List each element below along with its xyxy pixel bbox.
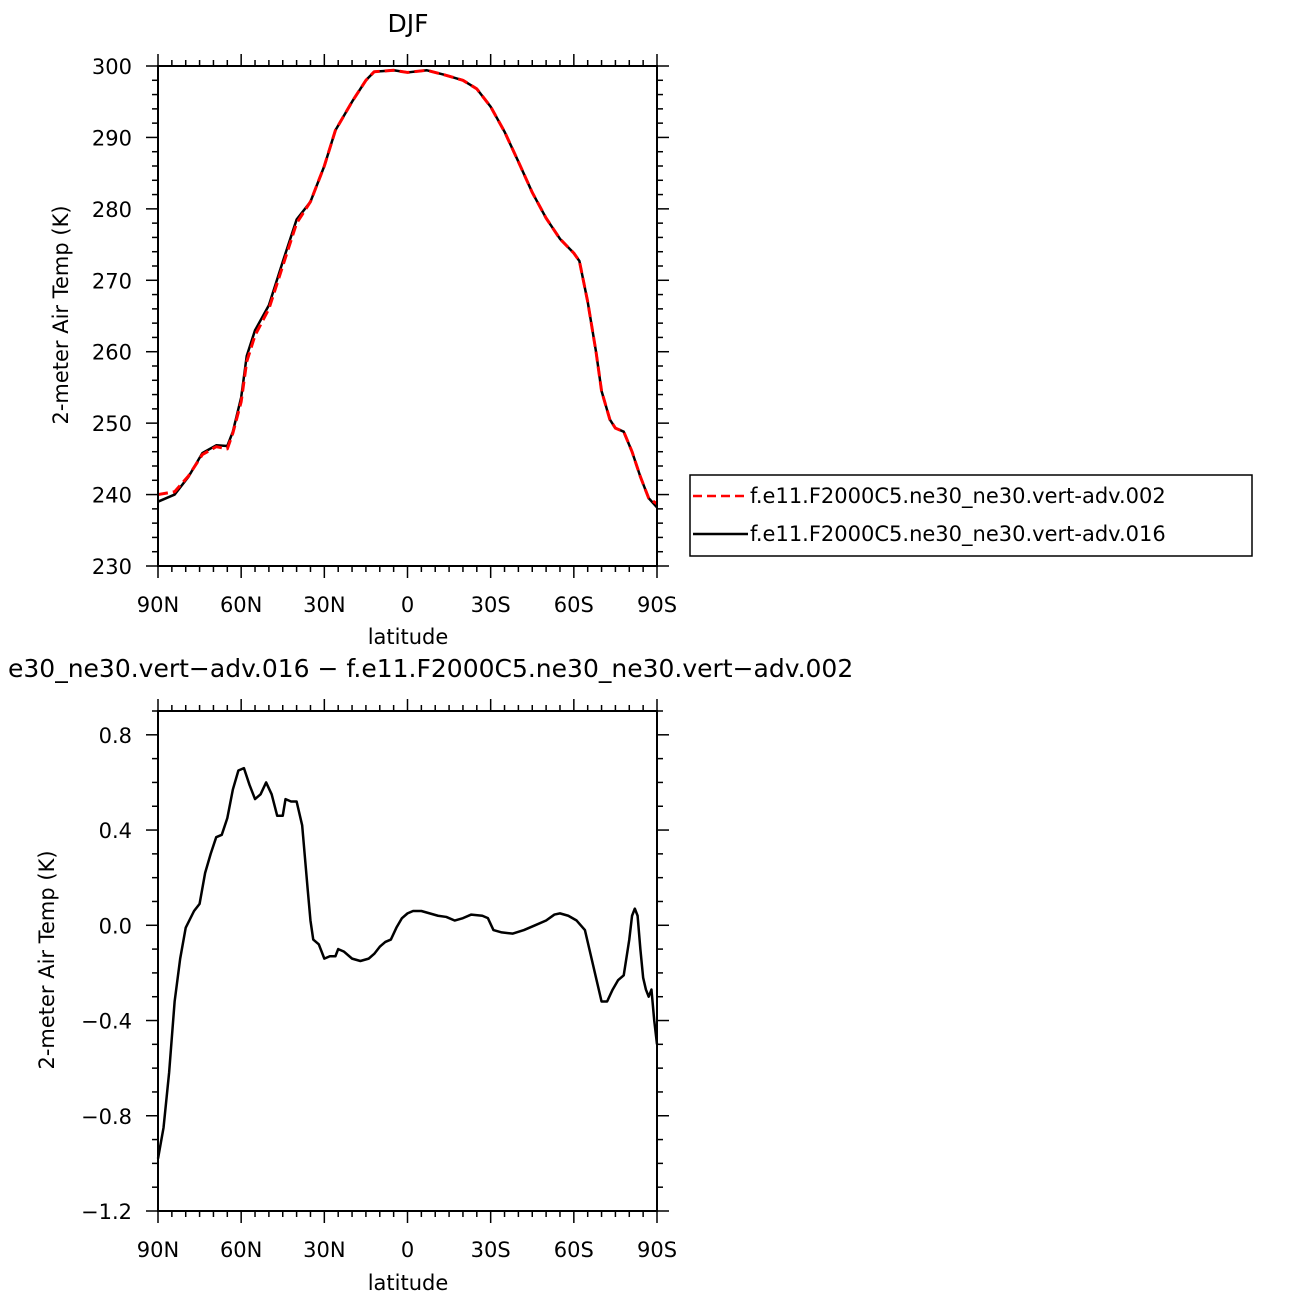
bottom-y-tick-label: −1.2: [81, 1200, 132, 1224]
top-x-tick-label: 90S: [637, 593, 677, 617]
bottom-y-tick-label: −0.4: [81, 1010, 132, 1034]
legend-box: [689, 474, 1253, 557]
top-y-tick-label: 290: [92, 126, 132, 150]
bottom-plot-area: 90N 60N 30N 0 30S 60S 90S −1.2 −0.8 −0.4 0.0 0.4 0.8: [81, 699, 677, 1262]
bottom-y-tick-label: 0.0: [99, 914, 132, 938]
top-series-line-0: [157, 68, 658, 506]
legend-entry-002: f.e11.F2000C5.ne30_ne30.vert-adv.002: [750, 484, 1166, 509]
legend-entry-016: f.e11.F2000C5.ne30_ne30.vert-adv.016: [750, 522, 1166, 547]
top-plot-frame: [157, 65, 658, 567]
top-y-tick-label: 240: [92, 484, 132, 508]
bottom-x-tick-label: 0: [401, 1238, 414, 1262]
top-plot-area: 90N 60N 30N 0 30S 60S 90S 230 240 250 260 270 280 290…: [92, 54, 677, 617]
bottom-x-tick-label: 60S: [554, 1238, 594, 1262]
top-y-tick-label: 270: [92, 269, 132, 293]
bottom-y-tick-label: 0.4: [99, 819, 132, 843]
bottom-x-tick-label: 60N: [220, 1238, 262, 1262]
top-x-axis-label: latitude: [368, 625, 449, 649]
bottom-x-axis-label: latitude: [368, 1271, 449, 1295]
bottom-y-axis-label: 2-meter Air Temp (K): [35, 850, 59, 1069]
top-x-tick-label: 90N: [137, 593, 179, 617]
legend: f.e11.F2000C5.ne30_ne30.vert-adv.002 f.e…: [689, 474, 1253, 557]
top-x-tick-label: 30N: [303, 593, 345, 617]
top-series-line-1: [157, 69, 658, 509]
bottom-chart-title: e30_ne30.vert−adv.016 − f.e11.F2000C5.ne…: [8, 654, 853, 683]
top-x-tick-label: 30S: [471, 593, 511, 617]
top-y-tick-label: 260: [92, 341, 132, 365]
bottom-x-tick-label: 30S: [471, 1238, 511, 1262]
bottom-y-tick-label: −0.8: [81, 1105, 132, 1129]
bottom-y-tick-label: 0.8: [99, 724, 132, 748]
top-x-tick-label: 60S: [554, 593, 594, 617]
bottom-x-tick-label: 90S: [637, 1238, 677, 1262]
bottom-x-tick-label: 30N: [303, 1238, 345, 1262]
top-panel: DJF 90N 60N 30N 0 30S 60S 90S 230 240 250 260 270 28…: [49, 9, 677, 649]
top-y-axis-label: 2-meter Air Temp (K): [49, 205, 73, 424]
top-y-tick-label: 250: [92, 412, 132, 436]
bottom-x-tick-label: 90N: [137, 1238, 179, 1262]
top-y-tick-label: 230: [92, 555, 132, 579]
top-y-tick-label: 280: [92, 198, 132, 222]
top-x-tick-label: 60N: [220, 593, 262, 617]
top-y-tick-label: 300: [92, 55, 132, 79]
top-x-tick-label: 0: [401, 593, 414, 617]
bottom-series-line-0: [156, 766, 659, 1159]
bottom-panel: e30_ne30.vert−adv.016 − f.e11.F2000C5.ne…: [8, 654, 853, 1295]
top-chart-title: DJF: [387, 9, 428, 38]
